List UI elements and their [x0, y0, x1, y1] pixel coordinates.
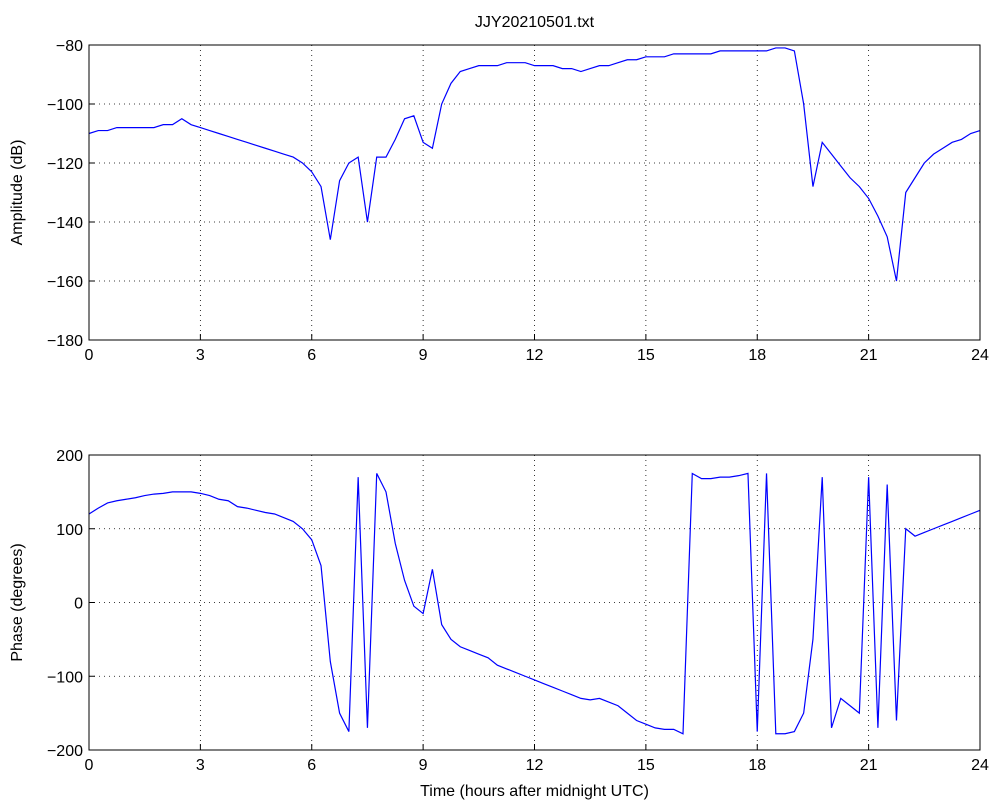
x-axis-label: Time (hours after midnight UTC) [420, 783, 649, 800]
x-tick-label: 3 [196, 347, 205, 364]
axes-frame [88, 44, 981, 341]
y-tick-label: −100 [47, 97, 83, 114]
y-tick-label: 100 [56, 522, 83, 539]
y-axis-label: Phase (degrees) [9, 543, 26, 661]
x-tick-label: 24 [971, 757, 989, 774]
x-tick-label: 21 [860, 757, 878, 774]
y-tick-label: −160 [47, 274, 83, 291]
x-tick-label: 0 [85, 757, 94, 774]
x-tick-label: 9 [419, 757, 428, 774]
axes-frame [88, 454, 981, 751]
x-tick-label: 0 [85, 347, 94, 364]
y-tick-label: −200 [47, 743, 83, 760]
x-tick-label: 3 [196, 757, 205, 774]
y-tick-label: −80 [56, 38, 83, 55]
x-tick-label: 6 [307, 757, 316, 774]
y-tick-label: 0 [74, 596, 83, 613]
x-tick-label: 12 [526, 757, 544, 774]
x-tick-label: 6 [307, 347, 316, 364]
x-tick-label: 21 [860, 347, 878, 364]
chart-title: JJY20210501.txt [475, 14, 595, 31]
x-tick-label: 24 [971, 347, 989, 364]
y-tick-label: −180 [47, 333, 83, 350]
y-tick-label: 200 [56, 448, 83, 465]
x-tick-label: 18 [748, 757, 766, 774]
y-axis-label: Amplitude (dB) [9, 140, 26, 246]
x-tick-label: 12 [526, 347, 544, 364]
x-tick-label: 9 [419, 347, 428, 364]
data-line [88, 47, 981, 282]
x-tick-label: 18 [748, 347, 766, 364]
y-tick-label: −140 [47, 215, 83, 232]
y-tick-label: −100 [47, 669, 83, 686]
y-tick-label: −120 [47, 156, 83, 173]
x-tick-label: 15 [637, 757, 655, 774]
data-line [88, 472, 981, 735]
x-tick-label: 15 [637, 347, 655, 364]
